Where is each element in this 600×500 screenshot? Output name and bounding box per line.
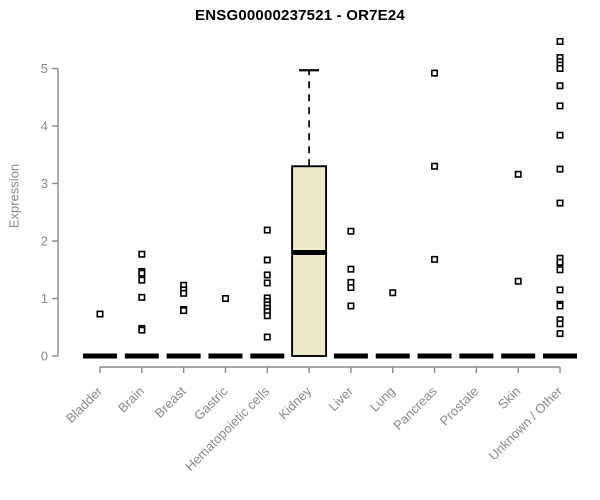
category-label: Pancreas [390,383,440,433]
outlier-point [180,307,188,315]
outlier-point [556,320,564,328]
box-rect [291,165,328,357]
outlier-point [138,269,146,277]
outlier-point [556,302,564,310]
y-tick-label: 1 [41,291,48,306]
category-label: Skin [495,384,523,412]
outlier-point [263,271,271,279]
outlier-point [556,286,564,294]
category-label: Bladder [63,383,106,426]
outlier-point [180,289,188,297]
category-label: Unknown / Other [486,383,566,463]
outlier-point [556,199,564,207]
outlier-point [556,37,564,45]
category-label: Gastric [191,383,231,423]
outlier-point [431,69,439,77]
category-label: Breast [152,383,189,420]
outlier-point [347,284,355,292]
outlier-point [556,65,564,73]
outlier-point [556,266,564,274]
outlier-point [389,289,397,297]
category-label: Liver [326,383,357,414]
outlier-point [431,255,439,263]
outlier-point [556,258,564,266]
outlier-point [556,165,564,173]
y-tick-label: 3 [41,176,48,191]
outlier-point [431,162,439,170]
outlier-point [556,102,564,110]
outlier-point [556,131,564,139]
outlier-point [96,310,104,318]
outlier-point [138,250,146,258]
outlier-point [263,312,271,320]
outlier-point [263,226,271,234]
outlier-point [514,277,522,285]
outlier-point [263,279,271,287]
outlier-point [138,326,146,334]
outlier-point [263,333,271,341]
outlier-point [347,227,355,235]
outlier-point [556,330,564,338]
outlier-point [556,82,564,90]
outlier-point [347,302,355,310]
y-tick-label: 4 [41,119,48,134]
outlier-point [221,294,229,302]
outlier-point [138,293,146,301]
y-tick-label: 2 [41,234,48,249]
outlier-point [263,256,271,264]
outlier-point [347,265,355,273]
category-label: Brain [115,384,147,416]
chart-title: ENSG00000237521 - OR7E24 [195,7,405,24]
outlier-point [514,170,522,178]
y-tick-label: 0 [41,349,48,364]
y-tick-label: 5 [41,61,48,76]
outlier-point [138,276,146,284]
category-label: Lung [367,384,398,415]
category-label: Kidney [276,383,315,422]
category-label: Prostate [437,384,482,429]
